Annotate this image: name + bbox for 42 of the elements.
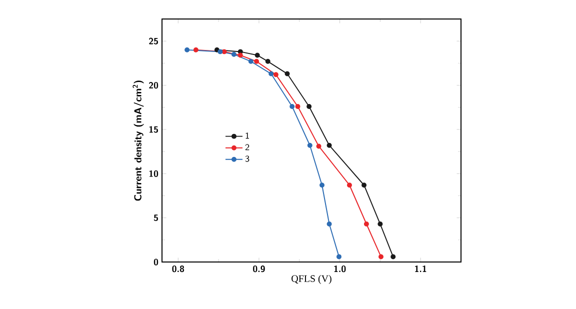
legend-label: 3 (245, 156, 250, 162)
x-axis-title: QFLS (V) (292, 274, 332, 284)
point (265, 58, 270, 64)
point (273, 72, 278, 78)
point (307, 142, 312, 148)
x-tick-label: 0.8 (172, 266, 184, 272)
point (390, 254, 396, 260)
point (295, 104, 300, 109)
y-tick-label: 10 (149, 170, 158, 177)
point (238, 52, 243, 58)
point (346, 182, 352, 188)
point (290, 104, 295, 109)
point (254, 52, 260, 58)
point (284, 71, 290, 76)
point (231, 52, 236, 57)
point (193, 47, 198, 52)
x-tick-label: 0.9 (253, 266, 265, 272)
legend-label: 2 (245, 144, 250, 150)
point (184, 47, 190, 52)
y-tick-label: 15 (149, 126, 158, 133)
point (218, 49, 223, 54)
y-axis-title: Current density (mA/cm$^{2}$) (132, 80, 144, 201)
point (364, 222, 369, 226)
point (320, 182, 324, 188)
x-tick-label: 1.0 (334, 266, 346, 272)
point (326, 222, 332, 226)
point (336, 254, 342, 260)
y-tick-label: 0 (154, 258, 158, 266)
y-tick-label: 5 (154, 214, 158, 222)
x-tick-label: 1.1 (414, 266, 426, 272)
point (268, 71, 274, 76)
point (316, 144, 322, 149)
point (362, 182, 367, 188)
point (326, 142, 332, 148)
y-tick-label: 25 (149, 38, 158, 44)
point (248, 58, 254, 64)
point (378, 254, 384, 260)
point (254, 58, 260, 64)
legend-label: 1 (246, 132, 249, 139)
point (306, 104, 312, 109)
y-tick-label: 20 (149, 82, 158, 89)
point (378, 222, 383, 226)
